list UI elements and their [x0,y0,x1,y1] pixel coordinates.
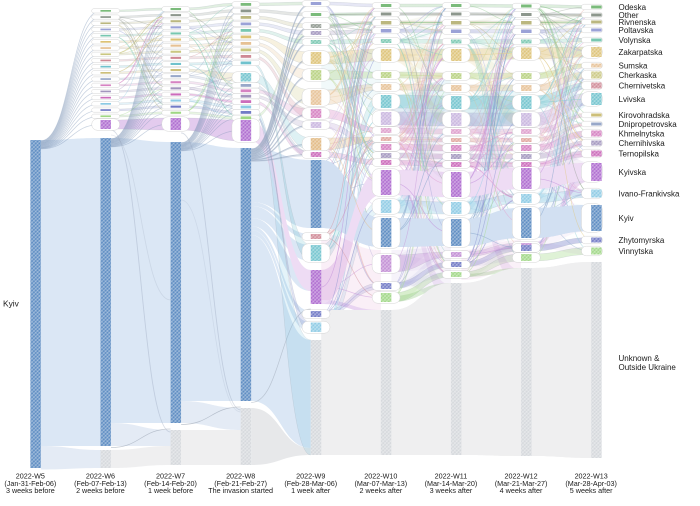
svg-text:Kyivska: Kyivska [619,168,647,177]
svg-text:2022-W9: 2022-W9 [296,472,325,481]
svg-text:(Feb-07-Feb-13): (Feb-07-Feb-13) [74,479,127,488]
svg-text:Unknown &: Unknown & [619,354,661,363]
svg-text:Other: Other [619,11,639,20]
svg-text:Kirovohradska: Kirovohradska [619,111,671,120]
svg-text:2022-W13: 2022-W13 [575,472,608,481]
svg-text:2022-W6: 2022-W6 [86,472,115,481]
svg-text:2022-W10: 2022-W10 [364,472,397,481]
svg-text:(Feb-21-Feb-27): (Feb-21-Feb-27) [214,479,267,488]
svg-text:Zhytomyrska: Zhytomyrska [619,236,665,245]
svg-text:Volynska: Volynska [619,36,652,45]
svg-text:Rivnenska: Rivnenska [619,18,657,27]
svg-text:Sumska: Sumska [619,61,648,70]
svg-text:2022-W8: 2022-W8 [226,472,255,481]
svg-text:2 weeks before: 2 weeks before [76,486,125,495]
svg-text:5 weeks after: 5 weeks after [570,486,613,495]
svg-text:2022-W5: 2022-W5 [16,472,45,481]
svg-text:3 weeks before: 3 weeks before [6,486,55,495]
svg-text:(Mar-07-Mar-13): (Mar-07-Mar-13) [354,479,407,488]
svg-text:Dnipropetrovska: Dnipropetrovska [619,120,678,129]
svg-text:Khmelnytska: Khmelnytska [619,129,665,138]
svg-text:Chernivetska: Chernivetska [619,81,666,90]
svg-text:Kyiv: Kyiv [619,214,634,223]
svg-text:Cherkaska: Cherkaska [619,71,658,80]
svg-text:Vinnytska: Vinnytska [619,247,654,256]
svg-text:(Feb-28-Mar-06): (Feb-28-Mar-06) [284,479,337,488]
svg-text:Odeska: Odeska [619,3,647,12]
svg-text:2 weeks after: 2 weeks after [359,486,402,495]
svg-text:Outside Ukraine: Outside Ukraine [619,363,677,372]
svg-text:(Mar-21-Mar-27): (Mar-21-Mar-27) [495,479,548,488]
svg-text:4 weeks after: 4 weeks after [500,486,543,495]
svg-text:2022-W12: 2022-W12 [504,472,537,481]
svg-text:Poltavska: Poltavska [619,26,654,35]
svg-text:Zakarpatska: Zakarpatska [619,48,664,57]
svg-text:(Jan-31-Feb-06): (Jan-31-Feb-06) [4,479,56,488]
svg-text:Chernihivska: Chernihivska [619,139,666,148]
svg-text:Kyiv: Kyiv [3,299,20,309]
svg-text:2022-W7: 2022-W7 [156,472,185,481]
svg-text:1 week before: 1 week before [148,486,193,495]
svg-text:1 week after: 1 week after [291,486,331,495]
svg-text:Ivano-Frankivska: Ivano-Frankivska [619,189,680,198]
svg-text:The invasion started: The invasion started [208,486,273,495]
svg-text:(Mar-14-Mar-20): (Mar-14-Mar-20) [425,479,478,488]
svg-text:3 weeks after: 3 weeks after [430,486,473,495]
svg-text:Ternopilska: Ternopilska [619,149,660,158]
svg-text:(Feb-14-Feb-20): (Feb-14-Feb-20) [144,479,197,488]
svg-text:(Mar-28-Apr-03): (Mar-28-Apr-03) [565,479,617,488]
svg-text:2022-W11: 2022-W11 [435,472,468,481]
svg-text:Lvivska: Lvivska [619,95,646,104]
